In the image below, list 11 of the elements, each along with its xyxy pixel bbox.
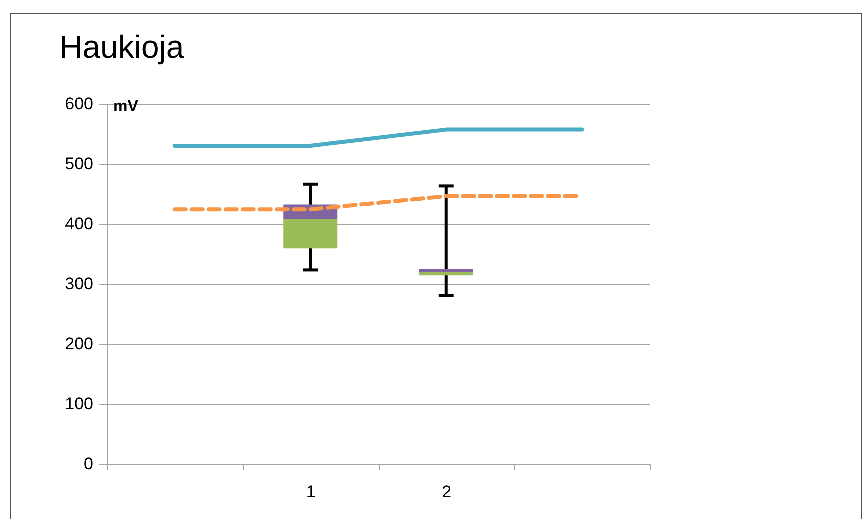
y-tick-label: 300 — [65, 274, 94, 294]
y-tick-label: 500 — [65, 154, 94, 174]
y-tick-label: 200 — [65, 334, 94, 354]
y-tick-label: 400 — [65, 214, 94, 234]
y-tick-label: 600 — [65, 94, 94, 114]
y-tick-label: 100 — [65, 394, 94, 414]
x-tick-label: 1 — [306, 482, 316, 502]
y-tick-label: 0 — [84, 454, 94, 474]
x-tick-label: 2 — [442, 482, 452, 502]
y-axis-title: mV — [114, 98, 139, 116]
chart-title: Haukioja — [60, 29, 184, 65]
